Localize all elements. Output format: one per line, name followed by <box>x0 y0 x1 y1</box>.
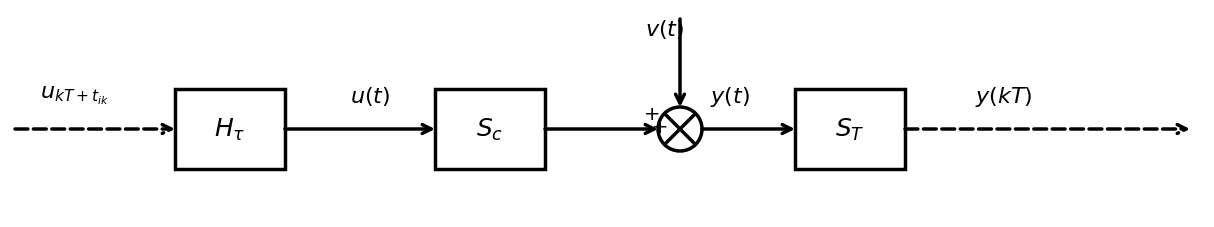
Text: $y(kT)$: $y(kT)$ <box>975 85 1033 109</box>
Text: $S_c$: $S_c$ <box>476 116 504 143</box>
Circle shape <box>658 108 702 151</box>
Bar <box>175 90 285 169</box>
Bar <box>795 90 904 169</box>
Text: $u_{kT+t_{ik}}$: $u_{kT+t_{ik}}$ <box>40 85 109 107</box>
Text: $+$: $+$ <box>651 118 668 136</box>
Text: $y(t)$: $y(t)$ <box>710 85 750 109</box>
Text: $H_{\tau}$: $H_{\tau}$ <box>215 116 245 143</box>
Bar <box>435 90 545 169</box>
Text: $u(t)$: $u(t)$ <box>350 85 390 108</box>
Text: $v(t)$: $v(t)$ <box>645 18 685 41</box>
Text: $S_T$: $S_T$ <box>835 116 864 143</box>
Text: $+$: $+$ <box>642 105 659 123</box>
